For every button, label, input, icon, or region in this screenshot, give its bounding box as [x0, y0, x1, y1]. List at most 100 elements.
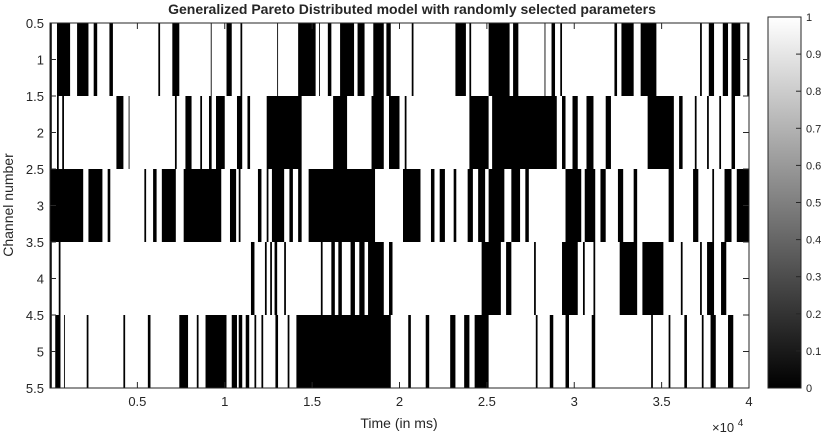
- channel-2-busy-segment-22: [605, 96, 611, 169]
- channel-2-busy-segment-4: [128, 96, 130, 169]
- plot-area: [49, 22, 750, 389]
- channel-3-busy-segment-28: [633, 169, 638, 242]
- channel-1-busy-segment-8: [226, 23, 232, 96]
- channel-4-busy-segment-12: [368, 242, 384, 315]
- channel-2-busy-segment-26: [707, 96, 709, 169]
- channel-4-busy-segment-24: [707, 242, 715, 315]
- x-axis-label: Time (in ms): [360, 415, 437, 431]
- channel-2-busy-segment-20: [572, 96, 578, 169]
- channel-4-busy-segment-25: [721, 242, 727, 315]
- channel-5-busy-segment-7: [196, 315, 199, 388]
- x-exponent-power: 4: [738, 418, 744, 429]
- channel-2-busy-segment-12: [266, 96, 302, 169]
- channel-2-busy-segment-10: [236, 96, 243, 169]
- channel-5-busy-segment-28: [684, 315, 687, 388]
- channel-4-busy-segment-16: [534, 242, 536, 315]
- colorbar-tick-label: 0.2: [806, 309, 821, 321]
- channel-3-busy-segment-22: [511, 169, 521, 242]
- channel-5-busy-segment-6: [179, 315, 189, 388]
- channel-3-busy-segment-32: [724, 169, 732, 242]
- channel-5-busy-segment-22: [535, 315, 538, 388]
- colorbar-tick-label: 0: [806, 383, 812, 395]
- x-tick-label: 3: [571, 394, 578, 409]
- channel-1-busy-segment-2: [77, 23, 89, 96]
- channel-3-busy-segment-15: [403, 169, 421, 242]
- channel-3-busy-segment-19: [467, 169, 473, 242]
- channel-5-busy-segment-31: [728, 315, 734, 388]
- channel-4-busy-segment-11: [359, 242, 365, 315]
- y-tick-label: 3.5: [26, 235, 44, 250]
- channel-5-busy-segment-20: [464, 315, 470, 388]
- colorbar-tick-label: 0.4: [806, 235, 821, 247]
- colorbar-tick-label: 0.6: [806, 160, 821, 172]
- y-tick-label: 5.5: [26, 381, 44, 396]
- channel-1-busy-segment-19: [455, 23, 466, 96]
- x-exponent: ×10 4: [712, 418, 744, 434]
- y-axis-label: Channel number: [0, 153, 16, 257]
- channel-1-busy-segment-6: [172, 23, 180, 96]
- channel-5-busy-segment-30: [710, 315, 716, 388]
- channel-2-busy-segment-9: [216, 96, 225, 169]
- channel-1-busy-segment-16: [373, 23, 384, 96]
- channel-5-busy-segment-21: [474, 315, 489, 388]
- channel-3-busy-segment-18: [453, 169, 457, 242]
- channel-5-busy-segment-9: [231, 315, 237, 388]
- channel-1-busy-segment-13: [327, 23, 332, 96]
- colorbar-tick-label: 0.9: [806, 49, 821, 61]
- channel-5-busy-segment-27: [668, 315, 671, 388]
- channel-3-busy-segment-26: [600, 169, 606, 242]
- channel-1-busy-segment-15: [357, 23, 365, 96]
- channel-3-busy-segment-16: [430, 169, 435, 242]
- x-tick-label: 0.5: [128, 394, 146, 409]
- channel-2-busy-segment-14: [371, 96, 384, 169]
- channel-2-busy-segment-5: [174, 96, 177, 169]
- channel-4-busy-segment-19: [593, 242, 596, 315]
- channel-5-busy-segment-19: [450, 315, 456, 388]
- channel-3-busy-segment-27: [617, 169, 624, 242]
- colorbar-tick-label: 0.5: [806, 198, 821, 210]
- y-tick-label: 2: [37, 126, 44, 141]
- channel-2-busy-segment-28: [731, 96, 736, 169]
- channel-4-busy-segment-6: [284, 242, 286, 315]
- channel-4-busy-segment-5: [274, 242, 278, 315]
- channel-4-busy-segment-20: [619, 242, 638, 315]
- channel-1-busy-segment-24: [551, 23, 556, 96]
- channel-1-busy-segment-30: [708, 23, 715, 96]
- colorbar-tick-label: 0.1: [806, 346, 821, 358]
- channel-3-busy-segment-31: [712, 169, 715, 242]
- channel-3-busy-segment-10: [266, 169, 269, 242]
- channel-1-busy-segment-10: [277, 23, 279, 96]
- channel-3-busy-segment-2: [107, 169, 111, 242]
- channel-5-busy-segment-15: [287, 315, 290, 388]
- channel-4-busy-segment-4: [270, 242, 272, 315]
- channel-2-busy-segment-16: [404, 96, 407, 169]
- channel-1-busy-segment-7: [210, 23, 212, 96]
- channel-3-busy-segment-1: [88, 169, 103, 242]
- channel-1-busy-segment-3: [93, 23, 98, 96]
- channel-5-busy-segment-17: [408, 315, 411, 388]
- channel-3-busy-segment-9: [257, 169, 262, 242]
- x-tick-label: 4: [745, 394, 752, 409]
- channel-4-busy-segment-22: [680, 242, 683, 315]
- channel-5-busy-segment-2: [63, 315, 65, 388]
- channel-2-busy-segment-8: [209, 96, 212, 169]
- channel-4-busy-segment-10: [350, 242, 355, 315]
- colorbar: 0 0.1 0.2 0.3 0.4 0.5 0.6 0.7 0.8 0.9 1: [767, 12, 821, 395]
- channel-5-busy-segment-1: [55, 315, 61, 388]
- y-tick-label: 4: [37, 272, 44, 287]
- channel-5-busy-segment-4: [123, 315, 126, 388]
- channel-3-busy-segment-21: [488, 169, 505, 242]
- channel-2-busy-segment-7: [200, 96, 203, 169]
- channel-2-busy-segment-3: [116, 96, 124, 169]
- channel-2-busy-segment-23: [647, 96, 674, 169]
- channel-4-busy-segment-13: [389, 242, 393, 315]
- channel-5-busy-segment-11: [245, 315, 250, 388]
- y-tick-label: 1: [37, 53, 44, 68]
- channel-2-busy-segment-27: [719, 96, 722, 169]
- channel-3-busy-segment-6: [183, 169, 222, 242]
- channel-3-busy-segment-24: [565, 169, 582, 242]
- channel-3-busy-segment-13: [298, 169, 302, 242]
- channel-5-busy-segment-10: [238, 315, 243, 388]
- channel-1-busy-segment-11: [298, 23, 316, 96]
- channel-3-busy-segment-29: [668, 169, 674, 242]
